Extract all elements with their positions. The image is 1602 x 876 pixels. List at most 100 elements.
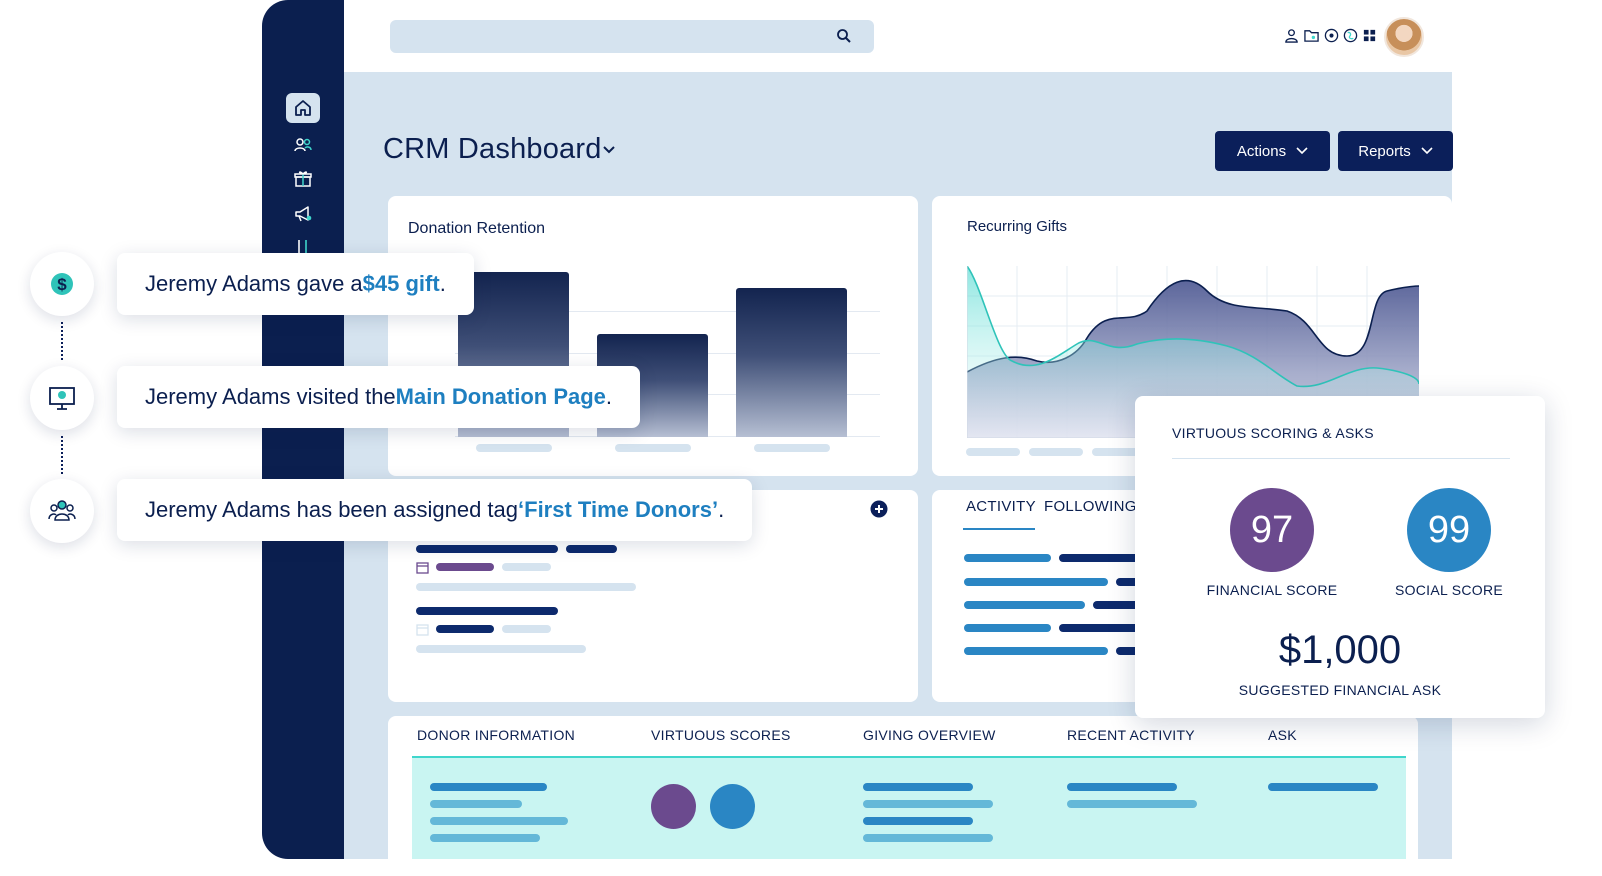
tab-following[interactable]: FOLLOWING [1044, 498, 1137, 515]
monitor-icon [49, 387, 75, 410]
globe-icon[interactable] [1343, 28, 1358, 43]
sidebar-item-gifts[interactable] [286, 164, 320, 194]
task-line [502, 625, 551, 633]
activity-line [964, 624, 1051, 632]
group-icon [48, 500, 76, 521]
row-line [1067, 800, 1197, 808]
notification-highlight[interactable]: $45 gift [362, 271, 440, 296]
task-line [416, 607, 558, 615]
column-header[interactable]: GIVING OVERVIEW [863, 727, 996, 743]
gridline [455, 311, 880, 312]
scoring-card: VIRTUOUS SCORING & ASKS 97 99 FINANCIAL … [1135, 396, 1545, 718]
ask-amount: $1,000 [1278, 628, 1402, 672]
financial-score-dot [651, 784, 696, 829]
row-line [430, 834, 540, 842]
financial-score-circle[interactable]: 97 [1230, 488, 1314, 572]
scoring-title: VIRTUOUS SCORING & ASKS [1172, 425, 1374, 441]
recurring-gifts-title: Recurring Gifts [967, 218, 1068, 235]
search-icon[interactable] [836, 28, 852, 44]
home-icon [295, 100, 311, 116]
row-line [863, 817, 973, 825]
people-icon [294, 138, 312, 152]
tools-icon [298, 240, 307, 254]
timeline-connector [61, 322, 63, 360]
notification-text: Jeremy Adams visited the [145, 384, 396, 409]
ask-label: SUGGESTED FINANCIAL ASK [1238, 682, 1442, 698]
megaphone-icon [295, 206, 312, 222]
row-line [430, 783, 547, 791]
row-line [1268, 783, 1378, 791]
notification-text: Jeremy Adams gave a [145, 271, 363, 296]
column-header[interactable]: VIRTUOUS SCORES [651, 727, 791, 743]
notification-highlight[interactable]: ‘First Time Donors’ [518, 497, 719, 522]
target-icon[interactable] [1324, 28, 1339, 43]
activity-line [964, 601, 1085, 609]
financial-score-label: FINANCIAL SCORE [1206, 582, 1338, 598]
column-header[interactable]: RECENT ACTIVITY [1067, 727, 1195, 743]
grid-icon[interactable] [1362, 28, 1377, 43]
gift-icon [294, 171, 312, 187]
calendar-icon [416, 624, 429, 636]
sidebar-item-home[interactable] [286, 93, 320, 123]
sidebar [262, 0, 344, 859]
axis-label-placeholder [1029, 448, 1083, 456]
actions-button[interactable]: Actions [1215, 131, 1330, 171]
activity-line [1059, 624, 1159, 632]
add-icon[interactable] [870, 500, 888, 518]
axis-label-placeholder [615, 444, 691, 452]
column-header[interactable]: DONOR INFORMATION [417, 727, 576, 743]
axis-label-placeholder [966, 448, 1020, 456]
row-line [430, 817, 568, 825]
social-score-label: SOCIAL SCORE [1394, 582, 1504, 598]
folder-icon[interactable] [1304, 28, 1319, 43]
task-line [416, 645, 586, 653]
social-score-dot [710, 784, 755, 829]
divider [1172, 458, 1510, 459]
notification-suffix: . [718, 497, 725, 522]
row-line [863, 834, 993, 842]
notification-page-visit[interactable]: Jeremy Adams visited the Main Donation P… [117, 366, 641, 428]
social-score-circle[interactable]: 99 [1407, 488, 1491, 572]
user-icon[interactable] [1284, 28, 1299, 43]
task-line [566, 545, 617, 553]
notification-suffix: . [605, 384, 613, 409]
svg-text:$: $ [57, 275, 67, 294]
row-line [863, 800, 993, 808]
chevron-down-icon [1296, 147, 1308, 155]
column-header[interactable]: ASK [1268, 727, 1297, 743]
sidebar-item-people[interactable] [286, 130, 320, 160]
chevron-down-icon[interactable] [602, 145, 616, 155]
chevron-down-icon [1421, 147, 1433, 155]
activity-line [964, 578, 1108, 586]
activity-line [1059, 554, 1159, 562]
page-title[interactable]: CRM Dashboard [383, 133, 602, 165]
sidebar-item-tools[interactable] [286, 232, 320, 262]
notification-icon-bubble [30, 366, 94, 430]
task-date [436, 563, 494, 571]
notification-tag[interactable]: Jeremy Adams has been assigned tag ‘Firs… [117, 479, 753, 541]
actions-button-label: Actions [1236, 142, 1287, 160]
activity-line [964, 554, 1051, 562]
avatar[interactable] [1384, 17, 1424, 57]
tab-activity[interactable]: ACTIVITY [966, 498, 1036, 515]
retention-bar[interactable] [736, 288, 847, 437]
active-tab-indicator [963, 528, 1035, 530]
notification-icon-bubble [30, 479, 94, 543]
axis-label-placeholder [754, 444, 830, 452]
task-date [436, 625, 494, 633]
task-line [416, 583, 636, 591]
activity-line [964, 647, 1108, 655]
sidebar-item-campaigns[interactable] [286, 199, 320, 229]
task-line [416, 545, 558, 553]
activity-line [1093, 601, 1153, 609]
axis-label-placeholder [476, 444, 552, 452]
row-line [1067, 783, 1177, 791]
timeline-connector [61, 436, 63, 474]
notification-text: Jeremy Adams has been assigned tag [145, 497, 519, 522]
task-line [502, 563, 551, 571]
axis-label-placeholder [1092, 448, 1146, 456]
notification-gift[interactable]: Jeremy Adams gave a $45 gift. [117, 253, 474, 315]
notification-highlight[interactable]: Main Donation Page [395, 384, 606, 409]
reports-button[interactable]: Reports [1338, 131, 1453, 171]
search-input[interactable] [390, 20, 874, 53]
